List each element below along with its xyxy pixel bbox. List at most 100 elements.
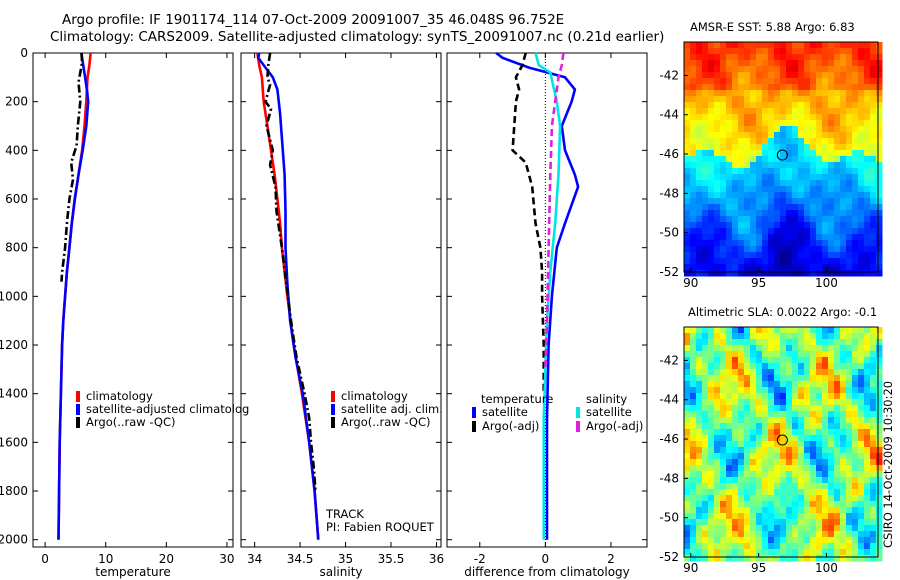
- map-cell: [702, 270, 709, 277]
- map-cell: [732, 174, 739, 181]
- map-cell: [792, 204, 799, 211]
- map-cell: [798, 465, 805, 472]
- map-cell: [846, 138, 853, 145]
- map-cell: [702, 126, 709, 133]
- map-cell: [840, 543, 847, 550]
- map-cell: [696, 465, 703, 472]
- map-cell: [840, 399, 847, 406]
- map-cell: [702, 327, 709, 334]
- map-cell: [768, 42, 775, 49]
- map-cell: [774, 252, 781, 259]
- map-cell: [774, 417, 781, 424]
- map-cell: [690, 501, 697, 508]
- map-cell: [864, 471, 871, 478]
- map-cell: [714, 270, 721, 277]
- map-cell: [774, 369, 781, 376]
- map-cell: [744, 507, 751, 514]
- map-cell: [780, 525, 787, 532]
- map-cell: [858, 339, 865, 346]
- map-cell: [702, 108, 709, 115]
- map-cell: [756, 381, 763, 388]
- map-cell: [846, 120, 853, 127]
- map-cell: [738, 507, 745, 514]
- map-cell: [768, 549, 775, 556]
- map-cell: [708, 60, 715, 67]
- map-cell: [876, 429, 883, 436]
- map-cell: [732, 108, 739, 115]
- map-cell: [696, 216, 703, 223]
- map-cell: [696, 393, 703, 400]
- map-cell: [852, 60, 859, 67]
- map-cell: [744, 489, 751, 496]
- map-cell: [714, 543, 721, 550]
- map-cell: [876, 351, 883, 358]
- map-cell: [870, 543, 877, 550]
- map-cell: [696, 270, 703, 277]
- map-cell: [738, 447, 745, 454]
- map-cell: [720, 507, 727, 514]
- map-cell: [714, 345, 721, 352]
- map-cell: [828, 351, 835, 358]
- map-cell: [864, 387, 871, 394]
- map-cell: [792, 90, 799, 97]
- map-cell: [792, 543, 799, 550]
- map-cell: [810, 180, 817, 187]
- map-cell: [696, 471, 703, 478]
- map-cell: [852, 252, 859, 259]
- map-cell: [798, 246, 805, 253]
- map-cell: [732, 405, 739, 412]
- map-cell: [858, 381, 865, 388]
- map-cell: [762, 453, 769, 460]
- map-cell: [714, 489, 721, 496]
- map-cell: [870, 501, 877, 508]
- map-cell: [822, 495, 829, 502]
- map-cell: [690, 174, 697, 181]
- map-cell: [768, 405, 775, 412]
- map-cell: [822, 246, 829, 253]
- map-cell: [798, 495, 805, 502]
- legend-swatch: [576, 407, 580, 418]
- map-cell: [804, 375, 811, 382]
- map-cell: [690, 513, 697, 520]
- map-cell: [804, 399, 811, 406]
- map-cell: [810, 501, 817, 508]
- map-cell: [846, 192, 853, 199]
- map-cell: [750, 120, 757, 127]
- map-cell: [738, 537, 745, 544]
- map-cell: [690, 477, 697, 484]
- map-cell: [804, 453, 811, 460]
- map-cell: [702, 102, 709, 109]
- map-cell: [702, 363, 709, 370]
- map-cell: [870, 351, 877, 358]
- map-cell: [738, 555, 745, 562]
- map-cell: [792, 537, 799, 544]
- map-cell: [690, 96, 697, 103]
- map-cell: [756, 228, 763, 235]
- map-cell: [762, 417, 769, 424]
- map-cell: [864, 120, 871, 127]
- series-line-satellite: [534, 52, 562, 540]
- map-cell: [810, 381, 817, 388]
- map-cell: [846, 405, 853, 412]
- map-cell: [726, 399, 733, 406]
- map-cell: [846, 90, 853, 97]
- map-cell: [774, 90, 781, 97]
- map-cell: [708, 96, 715, 103]
- map-cell: [822, 435, 829, 442]
- map-cell: [702, 114, 709, 121]
- map-cell: [744, 525, 751, 532]
- map-cell: [810, 411, 817, 418]
- map-cell: [702, 168, 709, 175]
- map-cell: [732, 204, 739, 211]
- map-cell: [804, 150, 811, 157]
- map-cell: [684, 102, 691, 109]
- map-cell: [858, 471, 865, 478]
- map-cell: [684, 246, 691, 253]
- map-cell: [870, 246, 877, 253]
- map-cell: [714, 339, 721, 346]
- map-cell: [696, 363, 703, 370]
- map-cell: [690, 333, 697, 340]
- map-cell: [798, 483, 805, 490]
- map-cell: [870, 369, 877, 376]
- map-cell: [690, 42, 697, 49]
